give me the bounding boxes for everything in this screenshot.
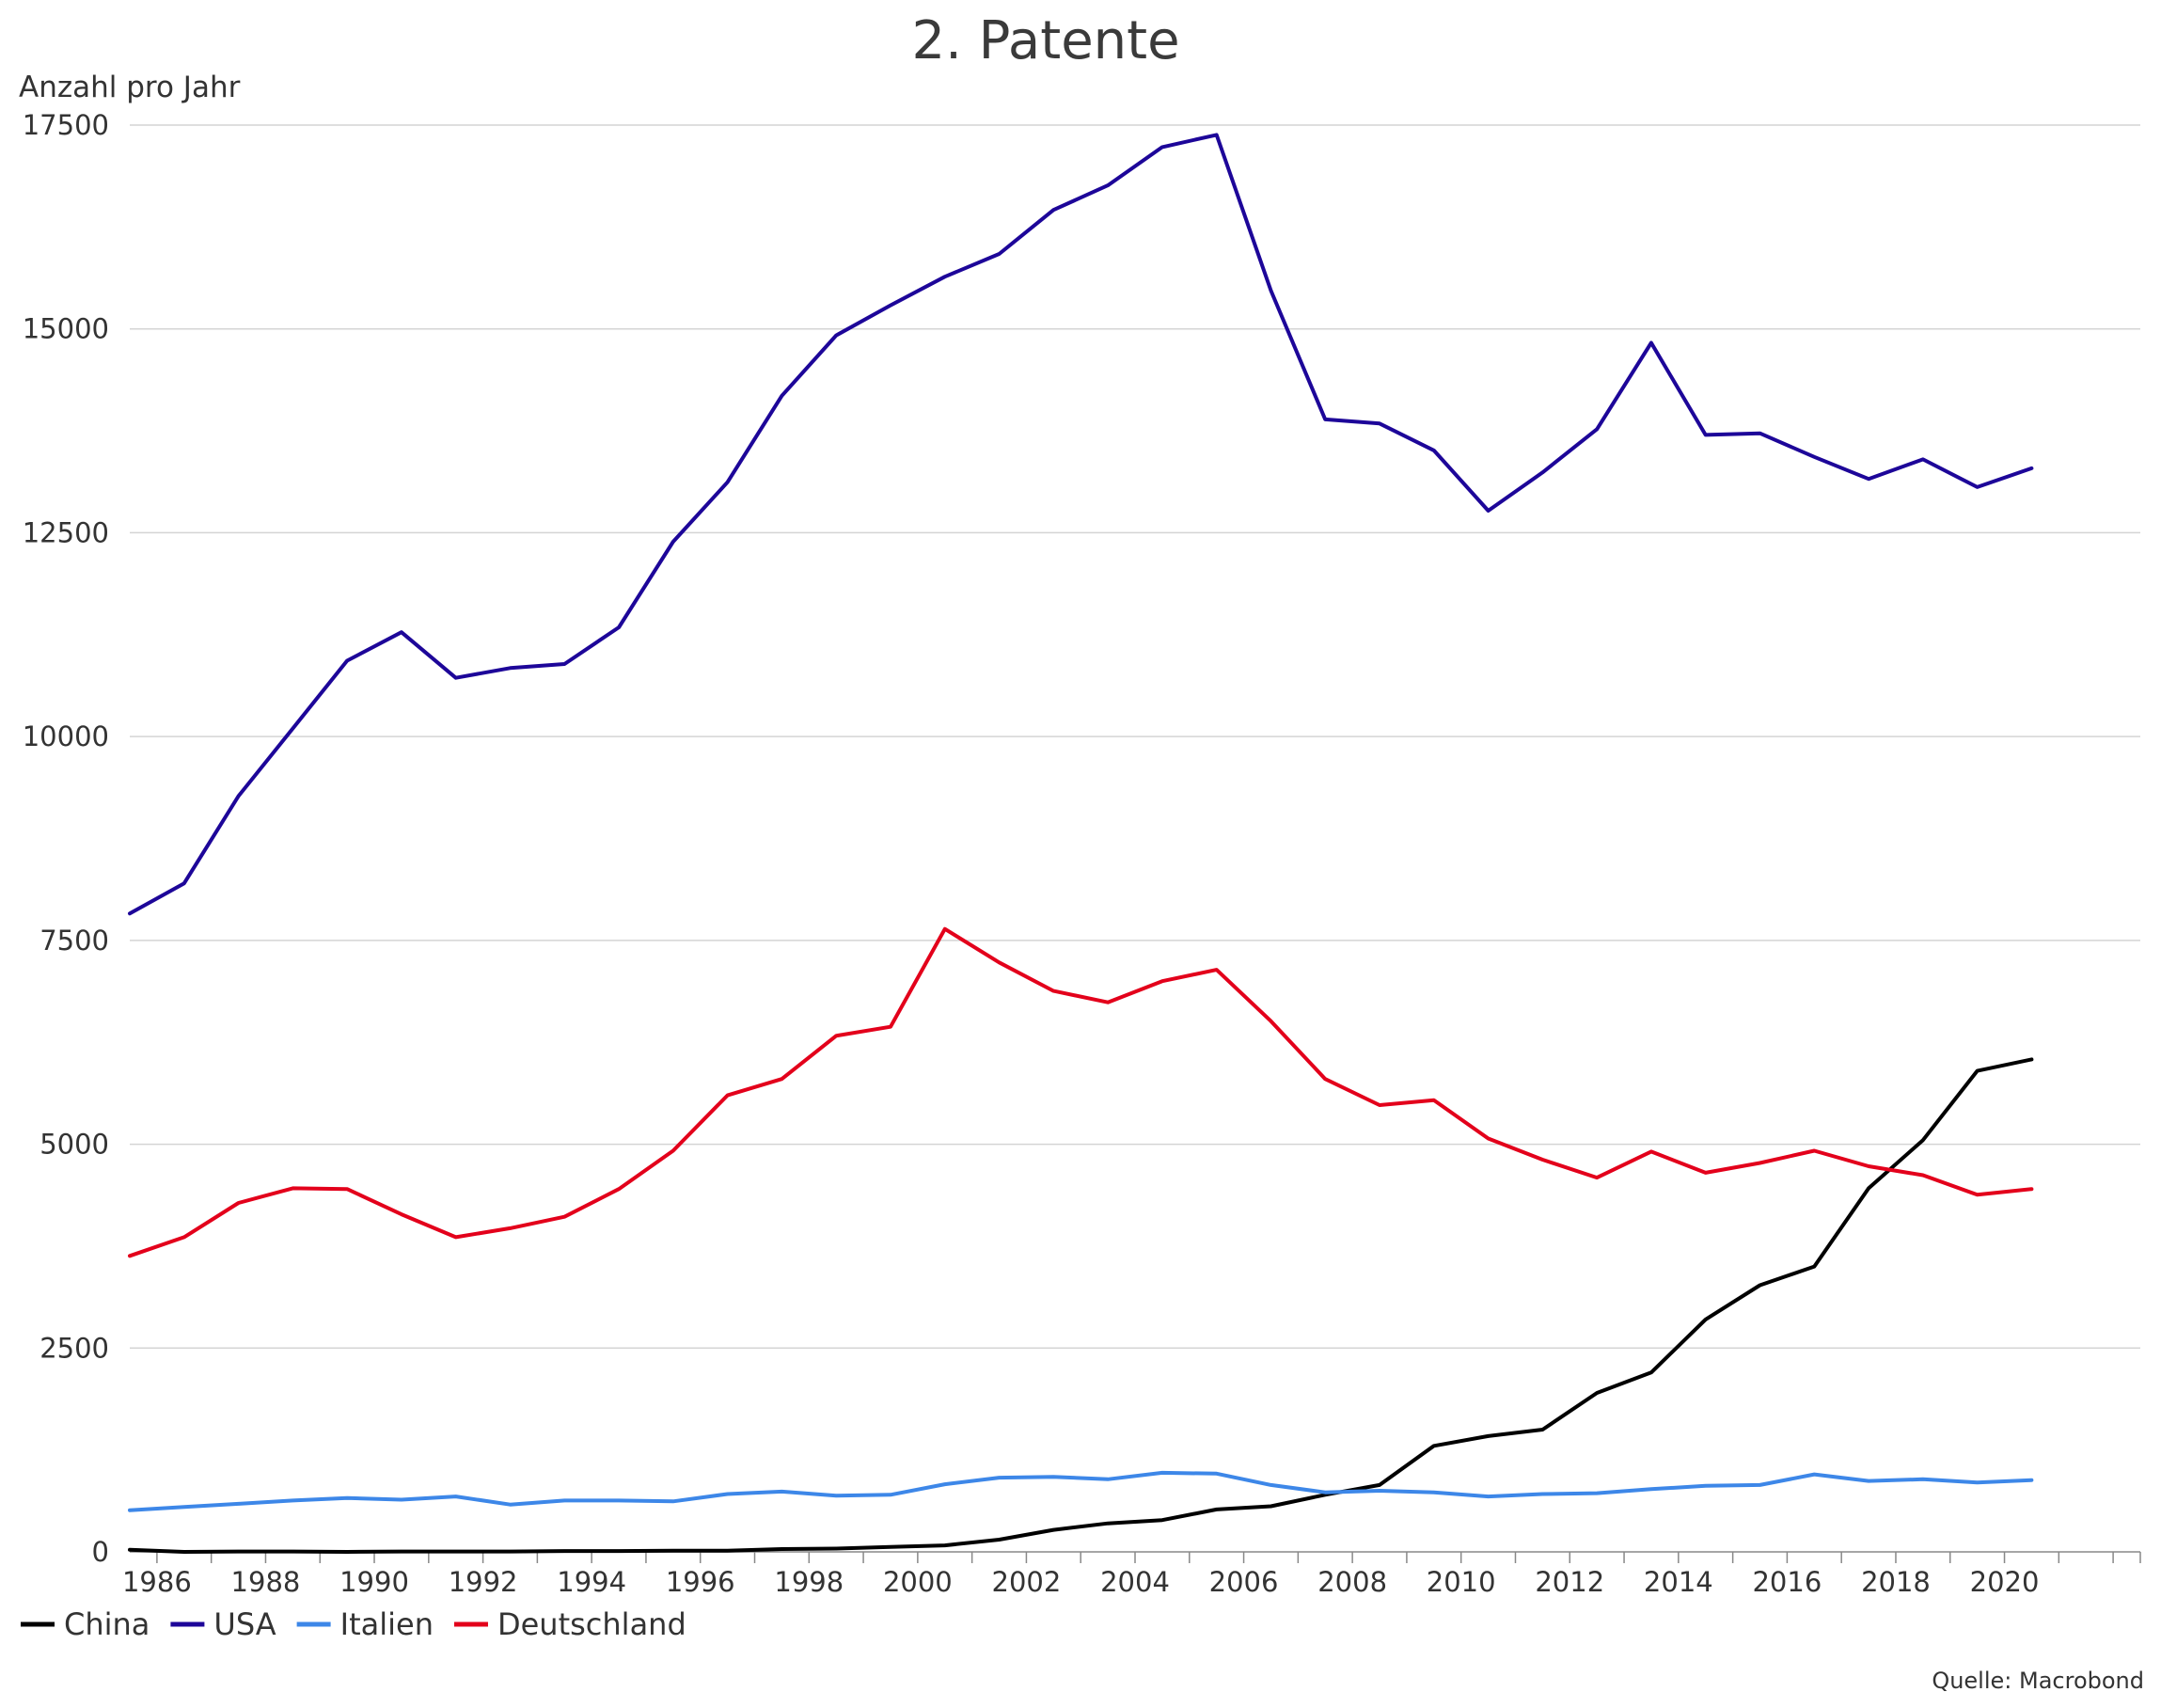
x-tick-label-2008: 2008 <box>1317 1566 1387 1598</box>
series-line-deutschland <box>128 926 2034 1258</box>
y-tick-label-15000: 15000 <box>23 313 109 345</box>
x-tick-label-2016: 2016 <box>1752 1566 1822 1598</box>
gridlines <box>130 124 2140 1350</box>
x-tick-label-2004: 2004 <box>1100 1566 1170 1598</box>
chart-title: 2. Patente <box>911 10 1179 71</box>
y-tick-label-5000: 5000 <box>39 1129 109 1161</box>
x-axis <box>130 1551 2141 1563</box>
x-tick-label-1994: 1994 <box>557 1566 626 1598</box>
series-lines <box>128 133 2034 1554</box>
legend: China USA Italien Deutschland <box>21 1606 686 1642</box>
series-line-usa <box>128 133 2034 916</box>
x-tick-label-2010: 2010 <box>1427 1566 1496 1598</box>
y-tick-label-2500: 2500 <box>39 1332 109 1364</box>
legend-label-italien: Italien <box>340 1606 434 1642</box>
x-tick-label-2020: 2020 <box>1970 1566 2040 1598</box>
x-tick-label-1988: 1988 <box>231 1566 301 1598</box>
legend-label-deutschland: Deutschland <box>497 1606 686 1642</box>
y-tick-labels: 0 2500 5000 7500 10000 12500 15000 17500 <box>23 109 109 1568</box>
y-tick-label-0: 0 <box>92 1536 109 1568</box>
legend-label-usa: USA <box>213 1606 276 1642</box>
x-tick-label-1986: 1986 <box>122 1566 192 1598</box>
legend-label-china: China <box>64 1606 150 1642</box>
series-line-china <box>128 1057 2034 1554</box>
series-line-italien <box>128 1470 2034 1512</box>
x-tick-label-1992: 1992 <box>449 1566 518 1598</box>
x-tick-label-2002: 2002 <box>992 1566 1062 1598</box>
y-axis-label: Anzahl pro Jahr <box>19 71 241 104</box>
y-tick-label-7500: 7500 <box>39 925 109 957</box>
x-tick-label-2014: 2014 <box>1644 1566 1713 1598</box>
x-tick-label-1990: 1990 <box>339 1566 409 1598</box>
y-tick-label-12500: 12500 <box>23 516 109 548</box>
x-tick-labels: 1986 1988 1990 1992 1994 1996 1998 2000 2002 2004… <box>122 1566 2039 1598</box>
x-tick-label-2012: 2012 <box>1535 1566 1604 1598</box>
x-tick-label-1998: 1998 <box>774 1566 844 1598</box>
source-note: Quelle: Macrobond <box>1932 1668 2144 1694</box>
x-tick-label-2006: 2006 <box>1209 1566 1279 1598</box>
x-tick-label-2000: 2000 <box>883 1566 953 1598</box>
y-tick-label-17500: 17500 <box>23 109 109 141</box>
x-tick-label-2018: 2018 <box>1861 1566 1931 1598</box>
x-tick-label-1996: 1996 <box>666 1566 735 1598</box>
y-tick-label-10000: 10000 <box>23 720 109 752</box>
